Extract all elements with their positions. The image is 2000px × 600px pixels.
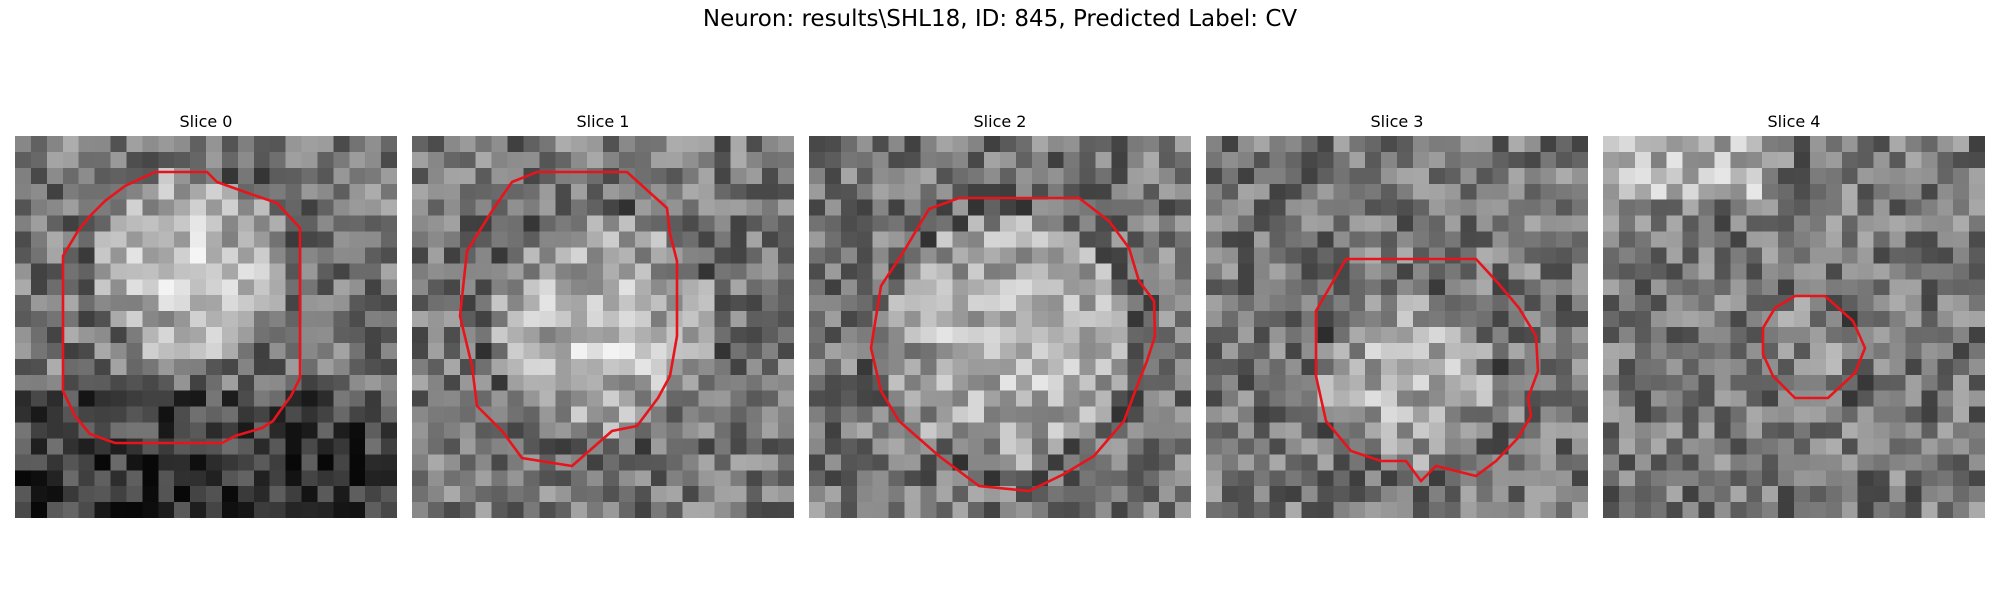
slice-title: Slice 3 xyxy=(1206,108,1588,136)
slice-image xyxy=(809,136,1191,518)
slice-panel-1: Slice 1 xyxy=(412,108,794,518)
slice-image xyxy=(1603,136,1985,518)
slice-panel-0: Slice 0 xyxy=(15,108,397,518)
slice-title: Slice 4 xyxy=(1603,108,1985,136)
slice-panel-3: Slice 3 xyxy=(1206,108,1588,518)
slice-title: Slice 1 xyxy=(412,108,794,136)
slice-panel-2: Slice 2 xyxy=(809,108,1191,518)
slice-title: Slice 0 xyxy=(15,108,397,136)
figure-title: Neuron: results\SHL18, ID: 845, Predicte… xyxy=(0,6,2000,32)
slice-image xyxy=(1206,136,1588,518)
slice-image xyxy=(412,136,794,518)
slice-panel-4: Slice 4 xyxy=(1603,108,1985,518)
slice-title: Slice 2 xyxy=(809,108,1191,136)
slice-image xyxy=(15,136,397,518)
